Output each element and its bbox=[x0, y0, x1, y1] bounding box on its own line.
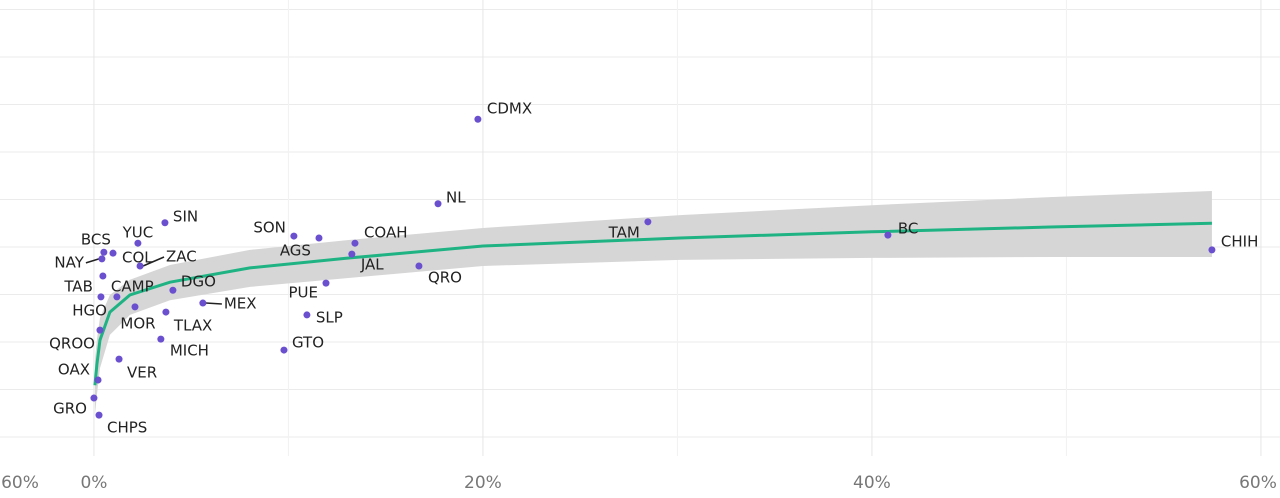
point-label: BC bbox=[898, 220, 919, 238]
point bbox=[290, 232, 298, 240]
leader-line bbox=[142, 256, 165, 267]
point-label: NAY bbox=[54, 253, 84, 271]
point-label: TAB bbox=[63, 277, 93, 295]
point bbox=[884, 231, 892, 239]
x-tick-label: 0% bbox=[80, 473, 107, 493]
point-label: CHPS bbox=[107, 419, 147, 437]
point bbox=[348, 250, 356, 258]
point-label: CAMP bbox=[111, 277, 154, 295]
point bbox=[136, 262, 144, 270]
point bbox=[1208, 246, 1216, 254]
point bbox=[97, 293, 105, 301]
point-label: DGO bbox=[181, 273, 216, 291]
point-label: JAL bbox=[360, 256, 384, 274]
point bbox=[169, 286, 177, 294]
point-label: COAH bbox=[364, 224, 408, 242]
x-tick-label: 20% bbox=[464, 473, 502, 493]
point-label: TAM bbox=[608, 223, 640, 241]
point bbox=[100, 248, 108, 256]
leader-line bbox=[85, 258, 100, 264]
point-label: ZAC bbox=[166, 248, 197, 266]
point-label: TLAX bbox=[173, 317, 212, 335]
point-label: QRO bbox=[428, 269, 462, 287]
point-label: MICH bbox=[170, 342, 209, 360]
point bbox=[644, 218, 652, 226]
point bbox=[351, 239, 359, 247]
point bbox=[96, 326, 104, 334]
point-label: SIN bbox=[173, 207, 198, 225]
point bbox=[415, 262, 423, 270]
point-label: HGO bbox=[72, 301, 107, 319]
point bbox=[162, 308, 170, 316]
confidence-band bbox=[94, 190, 1212, 416]
point-label: SON bbox=[253, 219, 286, 237]
point-label: VER bbox=[127, 364, 157, 382]
point-label: OAX bbox=[58, 361, 90, 379]
leader-line bbox=[205, 302, 222, 305]
point bbox=[109, 249, 117, 257]
point-label: COL bbox=[122, 249, 153, 267]
point bbox=[131, 303, 139, 311]
point bbox=[280, 346, 288, 354]
point-label: CHIH bbox=[1221, 232, 1258, 250]
point bbox=[303, 311, 311, 319]
point-label: MEX bbox=[224, 295, 257, 313]
point-label: PUE bbox=[288, 284, 318, 302]
point bbox=[199, 299, 207, 307]
point bbox=[474, 115, 482, 123]
point-label: GTO bbox=[292, 334, 324, 352]
point bbox=[157, 335, 165, 343]
point-label: BCS bbox=[81, 231, 111, 249]
point-label: MOR bbox=[120, 314, 155, 332]
point-label: YUC bbox=[122, 224, 154, 242]
point bbox=[99, 272, 107, 280]
point bbox=[95, 411, 103, 419]
clipped-tick-label: 60% bbox=[1, 473, 39, 493]
x-tick-label: 40% bbox=[853, 473, 891, 493]
point bbox=[90, 394, 98, 402]
point bbox=[134, 239, 142, 247]
point-label: CDMX bbox=[487, 100, 532, 118]
point bbox=[94, 376, 102, 384]
x-tick-label: 60% bbox=[1239, 473, 1277, 493]
point-label: NL bbox=[446, 188, 466, 206]
point-label: GRO bbox=[53, 400, 87, 418]
point bbox=[98, 255, 106, 263]
point bbox=[161, 219, 169, 227]
point-label: SLP bbox=[316, 308, 343, 326]
fit-line bbox=[93, 221, 1212, 386]
point bbox=[113, 293, 121, 301]
point bbox=[434, 200, 442, 208]
point-label: QROO bbox=[49, 335, 95, 353]
point-label: AGS bbox=[280, 241, 311, 259]
point bbox=[322, 279, 330, 287]
point bbox=[315, 234, 323, 242]
point bbox=[115, 355, 123, 363]
